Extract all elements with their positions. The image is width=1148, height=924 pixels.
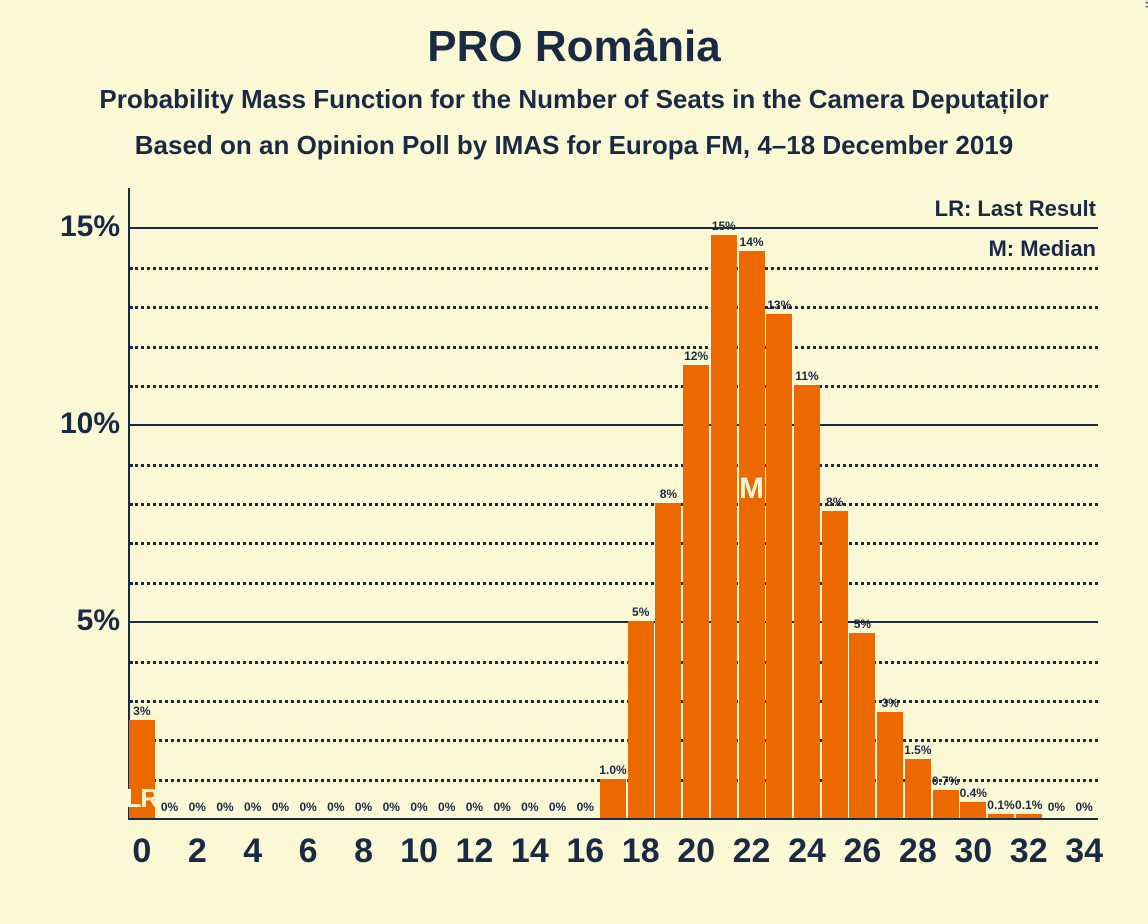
bar-value-label: 0% bbox=[327, 800, 344, 814]
bar: 15% bbox=[711, 235, 737, 818]
chart-container: © 2020 Filip van Laenen PRO România Prob… bbox=[0, 0, 1148, 924]
bar-value-label: 1.0% bbox=[599, 763, 626, 777]
y-tick-label: 5% bbox=[10, 604, 120, 638]
bar: 5% bbox=[849, 633, 875, 818]
bar-value-label: 3% bbox=[881, 696, 898, 710]
bar: 0.7% bbox=[933, 790, 959, 818]
bar-value-label: 1.5% bbox=[904, 743, 931, 757]
bar-value-label: 0% bbox=[355, 800, 372, 814]
bar: 11% bbox=[794, 385, 820, 818]
bar: 1.5% bbox=[905, 759, 931, 818]
bar-value-label: 3% bbox=[133, 704, 150, 718]
bar-value-label: 0% bbox=[438, 800, 455, 814]
bar-value-label: 15% bbox=[712, 219, 736, 233]
bar-value-label: 0% bbox=[299, 800, 316, 814]
bar-value-label: 0% bbox=[161, 800, 178, 814]
bar: 3%LR bbox=[129, 720, 155, 818]
bar: 14%M bbox=[739, 251, 765, 818]
bar: 0.1% bbox=[1016, 814, 1042, 818]
x-tick-label: 32 bbox=[1010, 832, 1048, 871]
bar-value-label: 13% bbox=[767, 298, 791, 312]
chart-subtitle-2: Based on an Opinion Poll by IMAS for Eur… bbox=[0, 130, 1148, 161]
x-tick-label: 30 bbox=[954, 832, 992, 871]
x-tick-label: 4 bbox=[243, 832, 262, 871]
bar: 8% bbox=[655, 503, 681, 818]
bar: 0.4% bbox=[960, 802, 986, 818]
x-tick-label: 28 bbox=[899, 832, 937, 871]
x-tick-label: 0 bbox=[132, 832, 151, 871]
bar-value-label: 5% bbox=[854, 617, 871, 631]
bar-value-label: 8% bbox=[660, 487, 677, 501]
x-axis bbox=[128, 818, 1098, 820]
bar-value-label: 5% bbox=[632, 605, 649, 619]
x-tick-label: 34 bbox=[1065, 832, 1103, 871]
bar-value-label: 0% bbox=[1075, 800, 1092, 814]
bar-value-label: 14% bbox=[740, 235, 764, 249]
bar-value-label: 0.1% bbox=[987, 798, 1014, 812]
x-tick-label: 2 bbox=[188, 832, 207, 871]
bar-value-label: 0% bbox=[493, 800, 510, 814]
bar: 1.0% bbox=[600, 779, 626, 818]
bar-value-label: 0% bbox=[577, 800, 594, 814]
bar-value-label: 0% bbox=[383, 800, 400, 814]
x-tick-label: 18 bbox=[622, 832, 660, 871]
y-tick-label: 15% bbox=[10, 210, 120, 244]
last-result-marker: LR bbox=[126, 783, 159, 814]
bar-value-label: 0% bbox=[272, 800, 289, 814]
bar-value-label: 0% bbox=[466, 800, 483, 814]
x-tick-label: 26 bbox=[844, 832, 882, 871]
copyright-text: © 2020 Filip van Laenen bbox=[1142, 0, 1148, 8]
y-tick-label: 10% bbox=[10, 407, 120, 441]
bar-value-label: 0% bbox=[410, 800, 427, 814]
x-tick-label: 6 bbox=[299, 832, 318, 871]
bar-value-label: 0% bbox=[244, 800, 261, 814]
bar-value-label: 12% bbox=[684, 349, 708, 363]
bar-value-label: 0% bbox=[549, 800, 566, 814]
median-marker: M bbox=[739, 472, 764, 506]
chart-subtitle-1: Probability Mass Function for the Number… bbox=[0, 84, 1148, 115]
plot-area: 3%LR0%0%0%0%0%0%0%0%0%0%0%0%0%0%0%0%1.0%… bbox=[128, 188, 1098, 818]
bar-value-label: 11% bbox=[795, 369, 818, 383]
x-tick-label: 16 bbox=[566, 832, 604, 871]
x-tick-label: 24 bbox=[788, 832, 826, 871]
bar: 5% bbox=[628, 621, 654, 818]
bar: 3% bbox=[877, 712, 903, 818]
bar: 0.1% bbox=[988, 814, 1014, 818]
chart-title: PRO România bbox=[0, 22, 1148, 72]
x-tick-label: 20 bbox=[677, 832, 715, 871]
x-tick-label: 10 bbox=[400, 832, 438, 871]
bar: 12% bbox=[683, 365, 709, 818]
bar-value-label: 0% bbox=[216, 800, 233, 814]
bar: 8% bbox=[822, 511, 848, 818]
bar-value-label: 0.1% bbox=[1015, 798, 1042, 812]
bar-value-label: 0.7% bbox=[932, 774, 959, 788]
x-tick-label: 22 bbox=[733, 832, 771, 871]
bar-value-label: 8% bbox=[826, 495, 843, 509]
bar-value-label: 0.4% bbox=[960, 786, 987, 800]
x-tick-label: 8 bbox=[354, 832, 373, 871]
x-tick-label: 14 bbox=[511, 832, 549, 871]
bar-value-label: 0% bbox=[521, 800, 538, 814]
x-tick-label: 12 bbox=[456, 832, 494, 871]
bar-value-label: 0% bbox=[189, 800, 206, 814]
bar: 13% bbox=[766, 314, 792, 818]
bar-value-label: 0% bbox=[1048, 800, 1065, 814]
